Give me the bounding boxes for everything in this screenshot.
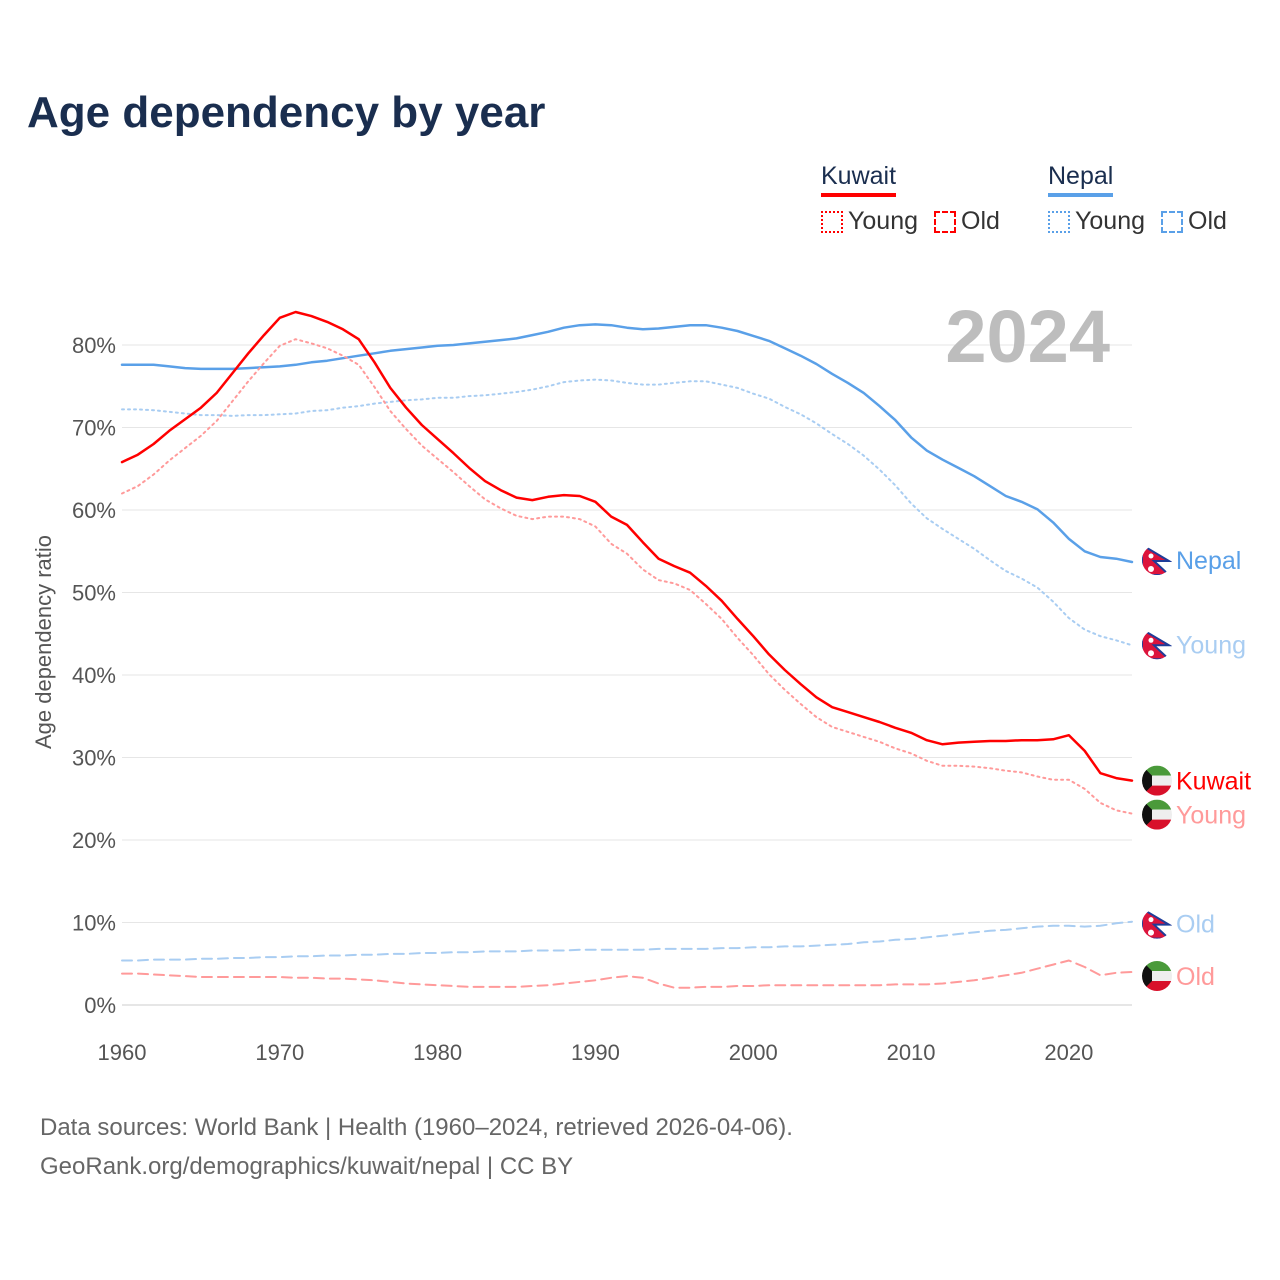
y-tick-label: 40% [72,663,116,688]
y-tick-label: 30% [72,746,116,771]
legend-item-label: Old [961,207,1000,235]
source-link[interactable]: GeoRank.org/demographics/kuwait/nepal | … [40,1153,574,1180]
flag-nepal-icon [1142,908,1172,939]
y-tick-label: 60% [72,498,116,523]
end-label-nepal: Nepal [1176,547,1241,575]
y-tick-label: 10% [72,911,116,936]
legend-nepal-old[interactable]: Old [1161,207,1227,236]
dotted-swatch-icon [821,210,843,233]
flag-nepal-icon [1142,544,1172,575]
y-tick-label: 50% [72,581,116,606]
dotted-swatch-icon [1048,210,1070,233]
dashed-swatch-icon [1161,210,1183,233]
chart-title: Age dependency by year [27,88,546,137]
series-line-nepal [120,323,1134,564]
legend-nepal-young[interactable]: Young [1048,207,1145,236]
end-label-nepal-old: Old [1176,911,1215,939]
source-note: Data sources: World Bank | Health (1960–… [40,1114,793,1141]
legend-kuwait[interactable]: Kuwait Young Old [821,162,1000,236]
year-watermark: 2024 [945,295,1110,378]
chart-plot: 0% 10% 20% 30% 40% 50% 60% 70% 80% 1960 1970 1980 19… [31,295,1251,1065]
y-tick-label: 20% [72,828,116,853]
end-label-kuwait: Kuwait [1176,768,1251,796]
y-tick-label: 70% [72,416,116,441]
legend-nepal-label[interactable]: Nepal [1048,162,1114,197]
end-label-kuwait-young: Young [1176,802,1246,830]
flag-kuwait-icon [1142,765,1172,796]
legend-nepal[interactable]: Nepal Young Old [1048,162,1227,236]
series-line-kuwait-young [121,338,1133,815]
series-line-nepal-young [121,378,1133,647]
y-axis-label: Age dependency ratio [31,535,56,749]
x-tick-label: 2010 [887,1040,936,1065]
legend-kuwait-young[interactable]: Young [821,207,918,236]
x-tick-label: 1970 [255,1040,304,1065]
end-label-kuwait-old: Old [1176,963,1215,991]
footer: Data sources: World Bank | Health (1960–… [40,1108,793,1186]
series-line-nepal-old [121,920,1133,962]
legend-item-label: Young [1075,207,1145,235]
flag-kuwait-icon [1142,799,1172,830]
x-tick-label: 2020 [1044,1040,1093,1065]
legend-item-label: Old [1188,207,1227,235]
x-tick-label: 1960 [98,1040,147,1065]
legend-item-label: Young [848,207,918,235]
legend-kuwait-old[interactable]: Old [934,207,1000,236]
legend-kuwait-label[interactable]: Kuwait [821,162,897,197]
end-label-nepal-young: Young [1176,631,1246,659]
x-tick-label: 1980 [413,1040,462,1065]
y-tick-label: 80% [72,333,116,358]
y-tick-label: 0% [84,993,116,1018]
series-line-kuwait-old [121,959,1133,989]
x-tick-label: 1990 [571,1040,620,1065]
dashed-swatch-icon [934,210,956,233]
series-line-kuwait [120,310,1134,782]
x-tick-label: 2000 [729,1040,778,1065]
flag-kuwait-icon [1142,961,1172,991]
flag-nepal-icon [1142,629,1172,660]
